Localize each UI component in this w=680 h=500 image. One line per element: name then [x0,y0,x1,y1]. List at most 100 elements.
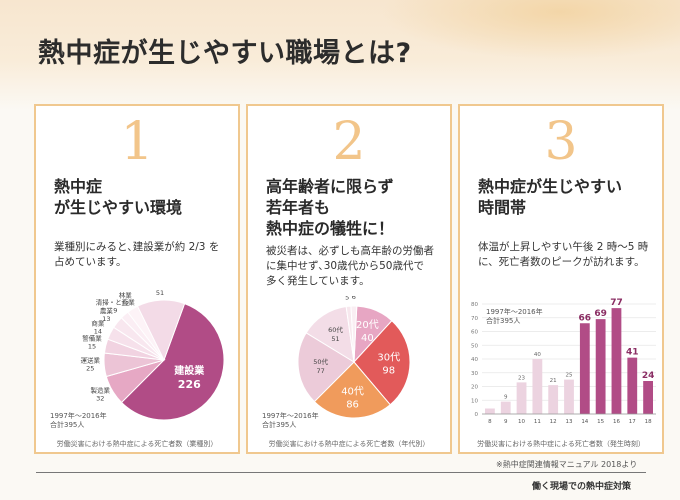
x-tick-label: 17 [629,419,636,425]
bar [532,359,543,414]
slice-label: 林業 [119,290,133,299]
slice-label: 農業 [100,306,114,315]
y-tick-label: 60 [471,330,478,336]
card-age: 2 高年齢者に限らず 若年者も 熱中症の犠牲に！ 被災者は、必ずしも高年齢の労働… [246,104,452,454]
card-heading: 熱中症が生じやすい 時間帯 [478,177,623,217]
slice-value: 13 [102,315,110,323]
chart-source: 1997年～2016年 合計395人 [262,412,319,429]
bar-value-label: 9 [504,395,508,401]
pie-chart-age: 20代4030代9840代8650代7760代5170代以上510代6 [297,296,411,419]
x-tick-label: 13 [566,419,573,425]
card-body: 体温が上昇しやすい午後 2 時～5 時 に、死亡者数のピークが訪れます。 [478,241,649,268]
pie-slice [136,299,186,362]
y-tick-label: 50 [471,343,478,349]
pie-slice [120,302,225,421]
y-tick-label: 20 [471,385,478,391]
card-body: 被災者は、必ずしも高年齢の労働者 に集中せず､30歳代から50歳代で 多く発生し… [266,245,434,287]
card-heading: 熱中症 が生じやすい環境 [54,177,183,217]
bar [516,382,527,414]
page-title: 熱中症が生じやすい職場とは? [38,38,412,69]
slice-label: その他 [150,288,170,289]
footer-divider [36,472,646,473]
bar-value-label: 41 [626,348,639,358]
bar-value-label: 21 [550,378,557,384]
x-tick-label: 18 [645,419,652,425]
card-heading: 高年齢者に限らず 若年者も 熱中症の犠牲に！ [266,177,395,238]
bar-value-label: 66 [579,313,592,323]
bar [595,319,606,414]
pie-slice [297,332,355,403]
bar [485,408,495,414]
chart-caption: 労働災害における熱中症による死亡者数（業種別） [56,440,218,448]
chart-caption: 労働災害における熱中症による死亡者数（発生時刻） [477,440,645,448]
slice-label: 清掃・と畜業 [96,297,136,306]
bar [643,381,653,414]
slice-value: 6 [352,296,356,301]
bar [500,401,511,414]
header-wash [380,0,680,60]
slice-label: 40代 [341,386,364,398]
bar-value-label: 69 [594,309,607,319]
bar-value-label: 23 [518,375,525,381]
x-tick-label: 11 [534,419,541,425]
x-tick-label: 16 [613,419,620,425]
x-tick-label: 9 [504,419,508,425]
card-body: 業種別にみると､建設業が約 2/3 を 占めています。 [54,241,220,268]
chart-source: 1997年～2016年 合計395人 [50,412,107,429]
slice-label: 20代 [356,319,379,331]
x-tick-label: 15 [597,419,604,425]
slice-label: 建設業 [173,364,205,377]
slice-value: 32 [96,395,104,403]
y-tick-label: 10 [471,398,478,404]
bar [579,323,590,414]
y-tick-label: 40 [471,357,478,363]
card-industry: 1 熱中症 が生じやすい環境 業種別にみると､建設業が約 2/3 を 占めていま… [34,104,240,454]
bar-value-label: 24 [642,371,655,381]
slice-value: 77 [316,367,324,375]
slice-value: 12 [121,299,129,307]
bar-chart-time: 0 10 20 30 40 50 60 70 80 8 9 9 23 10 40 11 21 12 25 13 66 14… [471,298,656,425]
pie-slice [350,305,358,363]
slice-value: 15 [88,343,96,351]
slice-label: 警備業 [82,334,102,343]
slice-value: 226 [178,378,201,391]
bar [627,357,638,414]
y-tick-label: 70 [471,316,478,322]
bar-value-label: 25 [566,373,573,379]
slice-value: 25 [86,365,94,373]
x-tick-label: 10 [518,419,525,425]
slice-label: 60代 [328,325,343,334]
slice-label: 50代 [313,357,328,366]
slice-value: 86 [346,400,359,411]
chart-caption: 労働災害における熱中症による死亡者数（年代別） [268,440,430,448]
card-number: 3 [544,112,578,172]
slice-value: 51 [156,289,164,297]
pie-slice [313,361,391,419]
card-number: 2 [332,112,366,172]
card-number: 1 [120,112,154,172]
x-tick-label: 8 [488,419,492,425]
card-time: 3 熱中症が生じやすい 時間帯 体温が上昇しやすい午後 2 時～5 時 に、死亡… [458,104,664,454]
bar [548,385,559,414]
slice-value: 40 [361,333,374,344]
y-tick-label: 0 [475,412,479,418]
y-tick-label: 30 [471,371,478,377]
slice-label: 製造業 [90,386,110,395]
chart-source: 1997年～2016年 合計395人 [486,308,543,325]
slice-label: 運送業 [80,356,100,365]
slice-value: 14 [94,328,102,336]
slice-label: 商業 [91,319,105,328]
bar [564,379,574,414]
slice-value: 9 [113,306,117,314]
slice-value: 5 [345,296,349,301]
y-tick-label: 80 [471,302,478,308]
x-tick-label: 12 [550,419,557,425]
bar [611,308,622,414]
bar-value-label: 40 [534,352,541,358]
footer-note: 働く現場での熱中症対策 [532,482,632,492]
slice-value: 98 [382,366,395,377]
slice-value: 51 [331,335,339,343]
pie-slice [353,320,411,406]
x-tick-label: 14 [581,419,588,425]
